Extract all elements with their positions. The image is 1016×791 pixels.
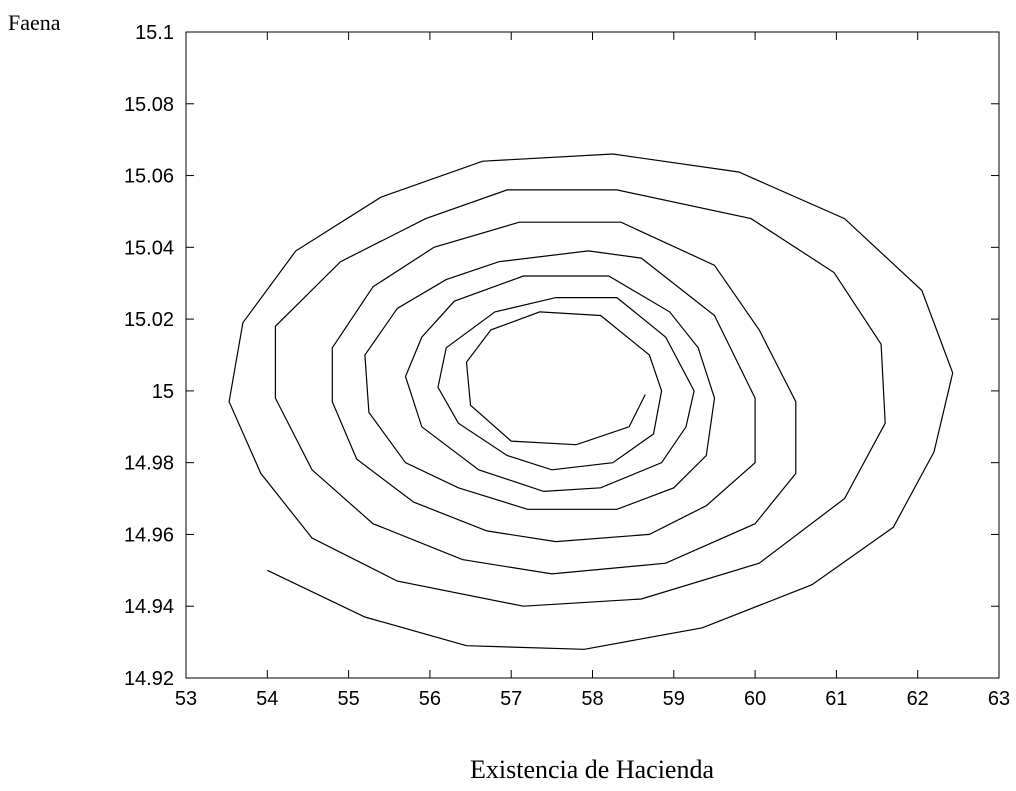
x-tick-label: 62	[907, 688, 929, 710]
x-tick-label: 61	[825, 688, 847, 710]
ticks	[185, 31, 1000, 679]
y-tick-label: 14.94	[124, 596, 174, 618]
x-tick-label: 59	[663, 688, 685, 710]
y-tick-label: 15.04	[124, 237, 174, 259]
x-tick-label: 57	[500, 688, 522, 710]
y-tick-label: 15.06	[124, 166, 174, 188]
x-tick-label: 53	[175, 688, 197, 710]
y-tick-label: 14.96	[124, 524, 174, 546]
y-tick-label: 14.92	[124, 668, 174, 690]
y-tick-label: 15.1	[135, 22, 174, 44]
x-tick-label: 63	[988, 688, 1010, 710]
y-tick-label: 15	[152, 381, 174, 403]
y-tick-label: 15.02	[124, 309, 174, 331]
x-tick-label: 55	[337, 688, 359, 710]
series-line	[228, 153, 954, 650]
tick-labels: 53 54 55 56 57 58 59 60 61 62 63 14.92 14.94 14.96 14.…	[124, 22, 1010, 710]
y-tick-label: 15.08	[124, 94, 174, 116]
x-axis-title: Existencia de Hacienda	[470, 755, 714, 784]
y-axis-title: Faena	[8, 10, 61, 35]
x-tick-label: 56	[419, 688, 441, 710]
x-tick-label: 58	[581, 688, 603, 710]
x-tick-label: 60	[744, 688, 766, 710]
x-tick-label: 54	[256, 688, 278, 710]
plot-area	[185, 31, 1000, 679]
y-tick-label: 14.98	[124, 453, 174, 475]
